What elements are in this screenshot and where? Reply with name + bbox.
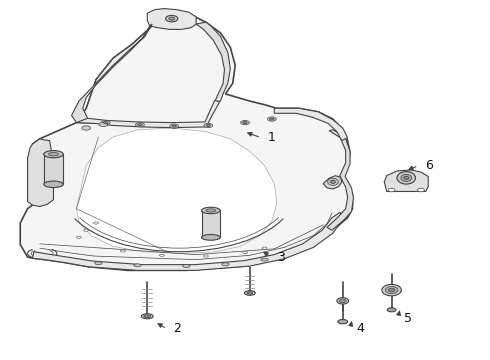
Ellipse shape [245, 291, 255, 295]
Ellipse shape [76, 236, 81, 238]
Ellipse shape [204, 123, 213, 128]
Ellipse shape [159, 254, 164, 256]
Ellipse shape [222, 263, 229, 266]
Polygon shape [327, 130, 353, 230]
Ellipse shape [241, 121, 249, 125]
Text: 2: 2 [173, 322, 181, 335]
Polygon shape [44, 154, 63, 184]
Ellipse shape [103, 122, 108, 124]
Ellipse shape [183, 265, 190, 267]
Ellipse shape [101, 121, 110, 125]
Polygon shape [76, 128, 277, 253]
Ellipse shape [328, 178, 338, 185]
Ellipse shape [338, 319, 347, 324]
Ellipse shape [397, 172, 416, 184]
Ellipse shape [401, 174, 412, 181]
Ellipse shape [94, 222, 98, 224]
Ellipse shape [144, 315, 151, 318]
Ellipse shape [339, 299, 346, 303]
Ellipse shape [121, 250, 125, 252]
Ellipse shape [82, 126, 91, 130]
Ellipse shape [142, 314, 153, 319]
Ellipse shape [99, 122, 108, 127]
Ellipse shape [261, 258, 268, 261]
Ellipse shape [201, 234, 220, 240]
Text: 6: 6 [425, 159, 433, 172]
Ellipse shape [49, 152, 58, 156]
Ellipse shape [170, 124, 178, 129]
Ellipse shape [166, 15, 178, 22]
Ellipse shape [404, 176, 409, 180]
Ellipse shape [247, 292, 253, 294]
Ellipse shape [243, 122, 247, 124]
Polygon shape [384, 170, 428, 192]
Polygon shape [27, 139, 53, 207]
Ellipse shape [389, 288, 395, 292]
Polygon shape [147, 9, 196, 30]
Polygon shape [201, 211, 220, 237]
Ellipse shape [206, 125, 211, 127]
Ellipse shape [262, 247, 267, 249]
Ellipse shape [44, 150, 63, 158]
Ellipse shape [44, 181, 63, 188]
Ellipse shape [382, 284, 401, 296]
Ellipse shape [134, 264, 141, 267]
Ellipse shape [169, 17, 174, 20]
Ellipse shape [203, 255, 208, 257]
Ellipse shape [387, 308, 396, 312]
Ellipse shape [206, 209, 216, 212]
Ellipse shape [138, 124, 142, 126]
Polygon shape [72, 24, 152, 123]
Ellipse shape [270, 118, 274, 120]
Text: 1: 1 [268, 131, 275, 144]
Ellipse shape [388, 188, 395, 192]
Text: 3: 3 [277, 251, 285, 264]
Polygon shape [274, 108, 347, 140]
Polygon shape [196, 22, 230, 102]
Ellipse shape [84, 229, 89, 231]
Ellipse shape [417, 188, 424, 192]
Polygon shape [323, 176, 342, 189]
Ellipse shape [136, 123, 145, 127]
Ellipse shape [331, 180, 335, 183]
Ellipse shape [243, 251, 247, 253]
Ellipse shape [201, 207, 220, 214]
Polygon shape [32, 212, 343, 270]
Ellipse shape [268, 117, 276, 121]
Ellipse shape [385, 287, 398, 294]
Polygon shape [76, 100, 220, 128]
Text: 5: 5 [404, 311, 412, 325]
Ellipse shape [95, 262, 102, 265]
Ellipse shape [337, 298, 348, 304]
Ellipse shape [172, 125, 176, 127]
Polygon shape [20, 12, 352, 270]
Text: 4: 4 [356, 322, 364, 335]
